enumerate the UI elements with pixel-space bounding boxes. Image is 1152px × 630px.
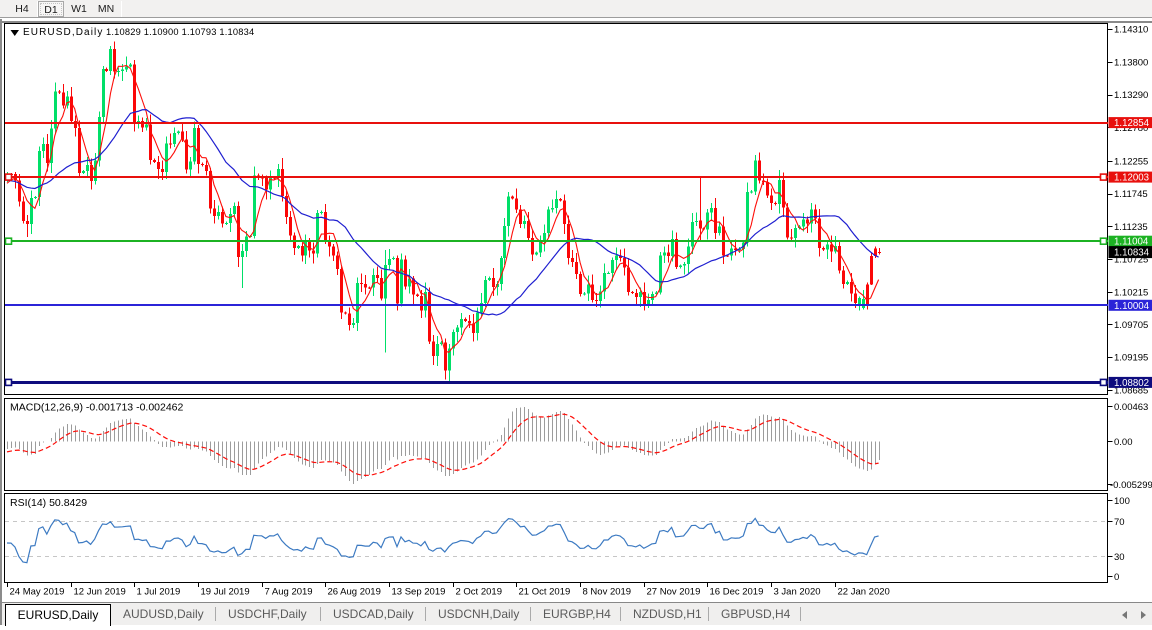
svg-text:7 Aug 2019: 7 Aug 2019 (265, 587, 313, 598)
svg-text:30: 30 (1114, 552, 1125, 563)
svg-text:27 Nov 2019: 27 Nov 2019 (647, 587, 701, 598)
svg-text:1.10004: 1.10004 (1114, 301, 1150, 312)
svg-text:0.00463: 0.00463 (1114, 402, 1148, 413)
svg-text:21 Oct 2019: 21 Oct 2019 (519, 587, 571, 598)
svg-text:70: 70 (1114, 517, 1125, 528)
svg-text:MACD(12,26,9) -0.001713 -0.002: MACD(12,26,9) -0.001713 -0.002462 (10, 402, 184, 414)
svg-text:1.11004: 1.11004 (1114, 237, 1149, 248)
svg-text:1.11745: 1.11745 (1114, 189, 1148, 200)
svg-text:22 Jan 2020: 22 Jan 2020 (838, 587, 890, 598)
svg-text:8 Nov 2019: 8 Nov 2019 (583, 587, 632, 598)
svg-text:3 Jan 2020: 3 Jan 2020 (774, 587, 821, 598)
svg-text:1.09195: 1.09195 (1114, 353, 1148, 364)
svg-text:12 Jun 2019: 12 Jun 2019 (74, 587, 126, 598)
svg-text:16 Dec 2019: 16 Dec 2019 (710, 587, 764, 598)
svg-text:-0.005299: -0.005299 (1110, 480, 1152, 491)
svg-text:1.10834: 1.10834 (1114, 248, 1150, 259)
svg-text:2 Oct 2019: 2 Oct 2019 (456, 587, 502, 598)
svg-text:1.08802: 1.08802 (1114, 378, 1149, 389)
svg-text:24 May 2019: 24 May 2019 (10, 587, 65, 598)
svg-text:EURUSD,Daily: EURUSD,Daily (23, 27, 103, 38)
svg-text:1.12255: 1.12255 (1114, 157, 1148, 168)
svg-text:100: 100 (1114, 496, 1130, 507)
svg-text:1 Jul 2019: 1 Jul 2019 (137, 587, 181, 598)
svg-text:1.13800: 1.13800 (1114, 57, 1148, 68)
svg-text:1.09705: 1.09705 (1114, 320, 1148, 331)
svg-text:19 Jul 2019: 19 Jul 2019 (201, 587, 250, 598)
svg-text:1.12854: 1.12854 (1114, 118, 1150, 129)
svg-text:1.11235: 1.11235 (1114, 222, 1148, 233)
svg-text:13 Sep 2019: 13 Sep 2019 (392, 587, 446, 598)
svg-text:0: 0 (1114, 572, 1119, 583)
svg-text:26 Aug 2019: 26 Aug 2019 (328, 587, 381, 598)
svg-text:1.14310: 1.14310 (1114, 25, 1148, 36)
svg-text:RSI(14) 50.8429: RSI(14) 50.8429 (10, 497, 87, 509)
svg-text:1.13290: 1.13290 (1114, 90, 1148, 101)
svg-text:0.00: 0.00 (1114, 437, 1133, 448)
svg-text:1.12003: 1.12003 (1114, 173, 1149, 184)
svg-text:1.10215: 1.10215 (1114, 287, 1148, 298)
svg-text:1.10829 1.10900 1.10793 1.1083: 1.10829 1.10900 1.10793 1.10834 (106, 27, 254, 37)
